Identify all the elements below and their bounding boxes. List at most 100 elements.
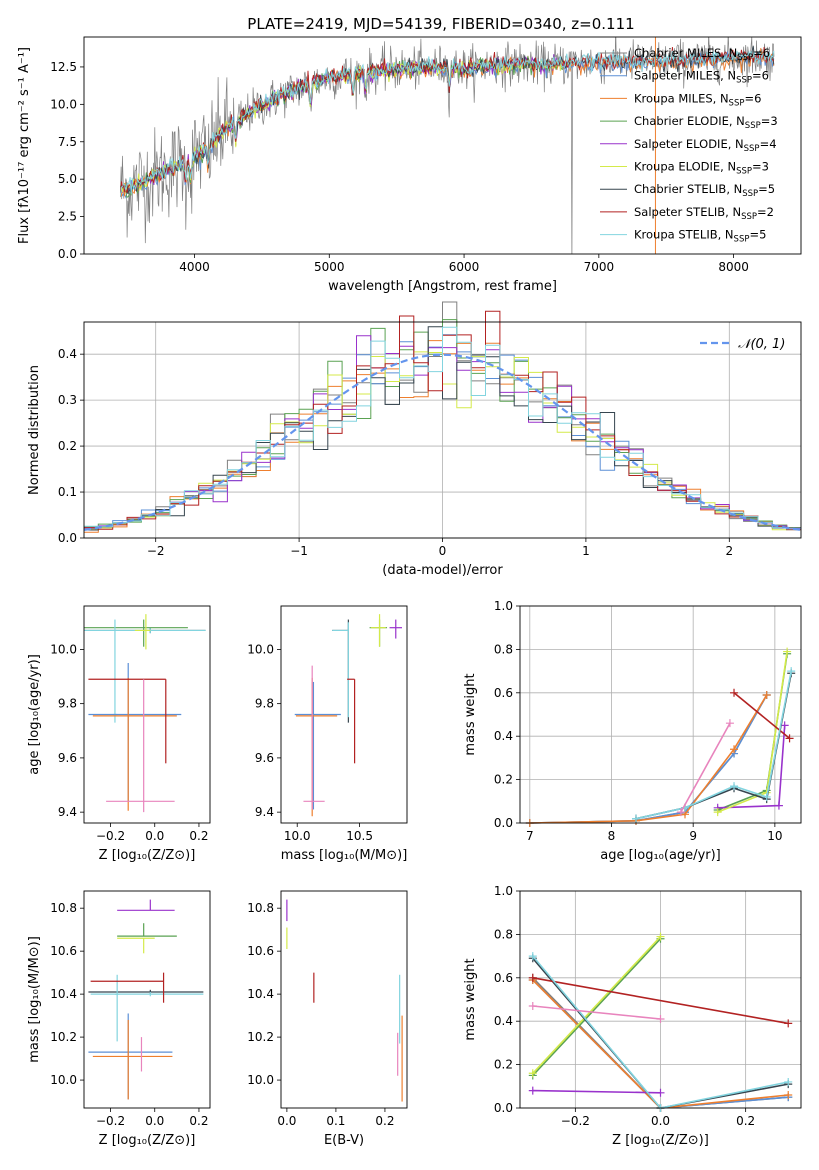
data-marker (762, 690, 771, 699)
errorbar-kroupa-miles (295, 677, 338, 817)
x-tick-label: 7000 (584, 260, 615, 274)
x-tick-label: 0.0 (145, 1114, 164, 1128)
errorbar-kroupa-elodie (134, 614, 151, 650)
mass-vs-Z-panel: −0.2 0.0 0.2 10.0 10.2 10.4 10.6 10.8 Z [log₁₀(Z… (27, 890, 211, 1148)
y-tick-label: 9.6 (255, 751, 274, 765)
series-line (532, 1005, 661, 1020)
y-tick-label: 1.0 (494, 599, 513, 613)
x-tick-label: 5000 (314, 260, 345, 274)
legend-label: Chabrier ELODIE, NSSP=3 (634, 114, 778, 131)
x-tick-label: 10.5 (346, 829, 373, 843)
y-tick-label: 0.8 (494, 642, 513, 656)
legend-label: Chabrier STELIB, NSSP=5 (634, 182, 775, 199)
x-tick-label: 1 (582, 544, 590, 558)
y-axis-label: Normed distribution (27, 365, 42, 495)
axes-frame (83, 605, 211, 824)
y-tick-label: 0.6 (494, 971, 513, 985)
legend-label: Salpeter ELODIE, NSSP=4 (634, 137, 777, 154)
legend-label: Salpeter MILES, NSSP=6 (634, 69, 769, 86)
series-line (717, 653, 788, 811)
data-marker (676, 808, 685, 817)
x-axis-label: mass [log₁₀(M/M⊙)] (281, 848, 408, 863)
axes-frame (83, 890, 211, 1109)
y-axis-label: Flux [fλ10⁻¹⁷ erg cm⁻² s⁻¹ A⁻¹] (17, 47, 32, 244)
data-marker (784, 1077, 793, 1086)
x-tick-label: 0.2 (736, 1114, 755, 1128)
series-pink (676, 719, 734, 817)
series-salpeter-elodie (528, 1086, 665, 1097)
errorbar-kroupa-stelib (332, 622, 349, 718)
x-tick-label: 0.0 (651, 1114, 670, 1128)
errorbar-kroupa-miles (92, 1019, 173, 1100)
errorbar-kroupa-elodie (117, 937, 155, 954)
y-tick-label: 10.0 (50, 642, 77, 656)
x-axis-label: E(B-V) (324, 1133, 364, 1148)
axes-frame (519, 605, 802, 824)
x-tick-label: 8000 (718, 260, 749, 274)
errorbar-kroupa-elodie (370, 614, 386, 647)
x-tick-label: 10 (767, 829, 782, 843)
errorbar-salpeter-miles (294, 681, 341, 810)
series-line (680, 722, 731, 813)
y-tick-label: 10.0 (50, 97, 77, 111)
legend-label: Salpeter STELIB, NSSP=2 (634, 205, 774, 222)
errorbar-pink (303, 665, 325, 810)
errorbar-kroupa-stelib (114, 974, 120, 1042)
errorbars (84, 614, 206, 813)
legend-label: Kroupa STELIB, NSSP=5 (634, 228, 766, 245)
y-tick-label: 12.5 (50, 60, 77, 74)
x-axis-label: Z [log₁₀(Z/Z⊙)] (612, 1133, 709, 1148)
spectrum-legend: Chabrier MILES, NSSP=6 Salpeter MILES, NS… (600, 46, 778, 245)
y-tick-label: 10.2 (50, 1030, 77, 1044)
data-marker (656, 1088, 665, 1097)
y-axis-label: mass [log₁₀(M/M⊙)] (27, 936, 42, 1063)
y-tick-label: 0.8 (494, 927, 513, 941)
y-tick-label: 10.4 (247, 987, 274, 1001)
series-line (532, 938, 662, 1077)
data-marker (785, 734, 794, 743)
y-axis-label: mass weight (463, 958, 478, 1040)
normal-curve (83, 353, 802, 531)
y-tick-label: 0.2 (494, 1058, 513, 1072)
data-marker (528, 1002, 537, 1011)
series-kroupa-elodie (528, 932, 665, 1078)
y-tick-label: 0.2 (494, 773, 513, 787)
data-marker (774, 801, 783, 810)
y-tick-label: 1.0 (494, 884, 513, 898)
x-tick-label: −0.2 (96, 1114, 125, 1128)
y-tick-label: 0.4 (58, 347, 77, 361)
x-tick-label: 7 (526, 829, 534, 843)
data-marker (783, 647, 792, 656)
legend-label: Kroupa ELODIE, NSSP=3 (634, 160, 769, 177)
y-tick-label: 0.4 (494, 1014, 513, 1028)
errorbar-kroupa-stelib (90, 991, 204, 997)
data-marker (528, 952, 537, 961)
x-tick-label: 0.2 (375, 1114, 394, 1128)
y-tick-label: 10.6 (50, 944, 77, 958)
series-salpeter-stelib (730, 688, 794, 743)
spectrum-curves (119, 37, 775, 254)
errorbar-chabrier-elodie (117, 923, 177, 937)
x-tick-label: 4000 (179, 260, 210, 274)
errorbars (88, 899, 204, 1100)
x-axis-label: Z [log₁₀(Z/Z⊙)] (99, 848, 196, 863)
data-marker (730, 688, 739, 697)
axes-frame (280, 890, 408, 1109)
axes-frame (280, 605, 408, 824)
histogram-kroupa-stelib (84, 326, 801, 530)
errorbar-chabrier-elodie (369, 619, 388, 647)
errorbar-chabrier-stelib (88, 989, 204, 995)
data-marker (780, 721, 789, 730)
x-tick-label: 0 (439, 544, 447, 558)
spectrum-panel: 4000 5000 6000 7000 8000 0.0 2.5 5.0 7.5 10.0 12.5… (17, 36, 802, 294)
x-axis-label: Z [log₁₀(Z/Z⊙)] (99, 1133, 196, 1148)
x-tick-label: 6000 (449, 260, 480, 274)
data-marker (784, 1019, 793, 1028)
x-tick-label: −0.2 (96, 829, 125, 843)
spectrum-model-kroupa-stelib (119, 50, 775, 196)
errorbars (294, 614, 403, 817)
y-tick-label: 9.4 (58, 805, 77, 819)
errorbars (286, 899, 403, 1102)
errorbar-pink (106, 679, 175, 813)
data-marker (725, 719, 734, 728)
